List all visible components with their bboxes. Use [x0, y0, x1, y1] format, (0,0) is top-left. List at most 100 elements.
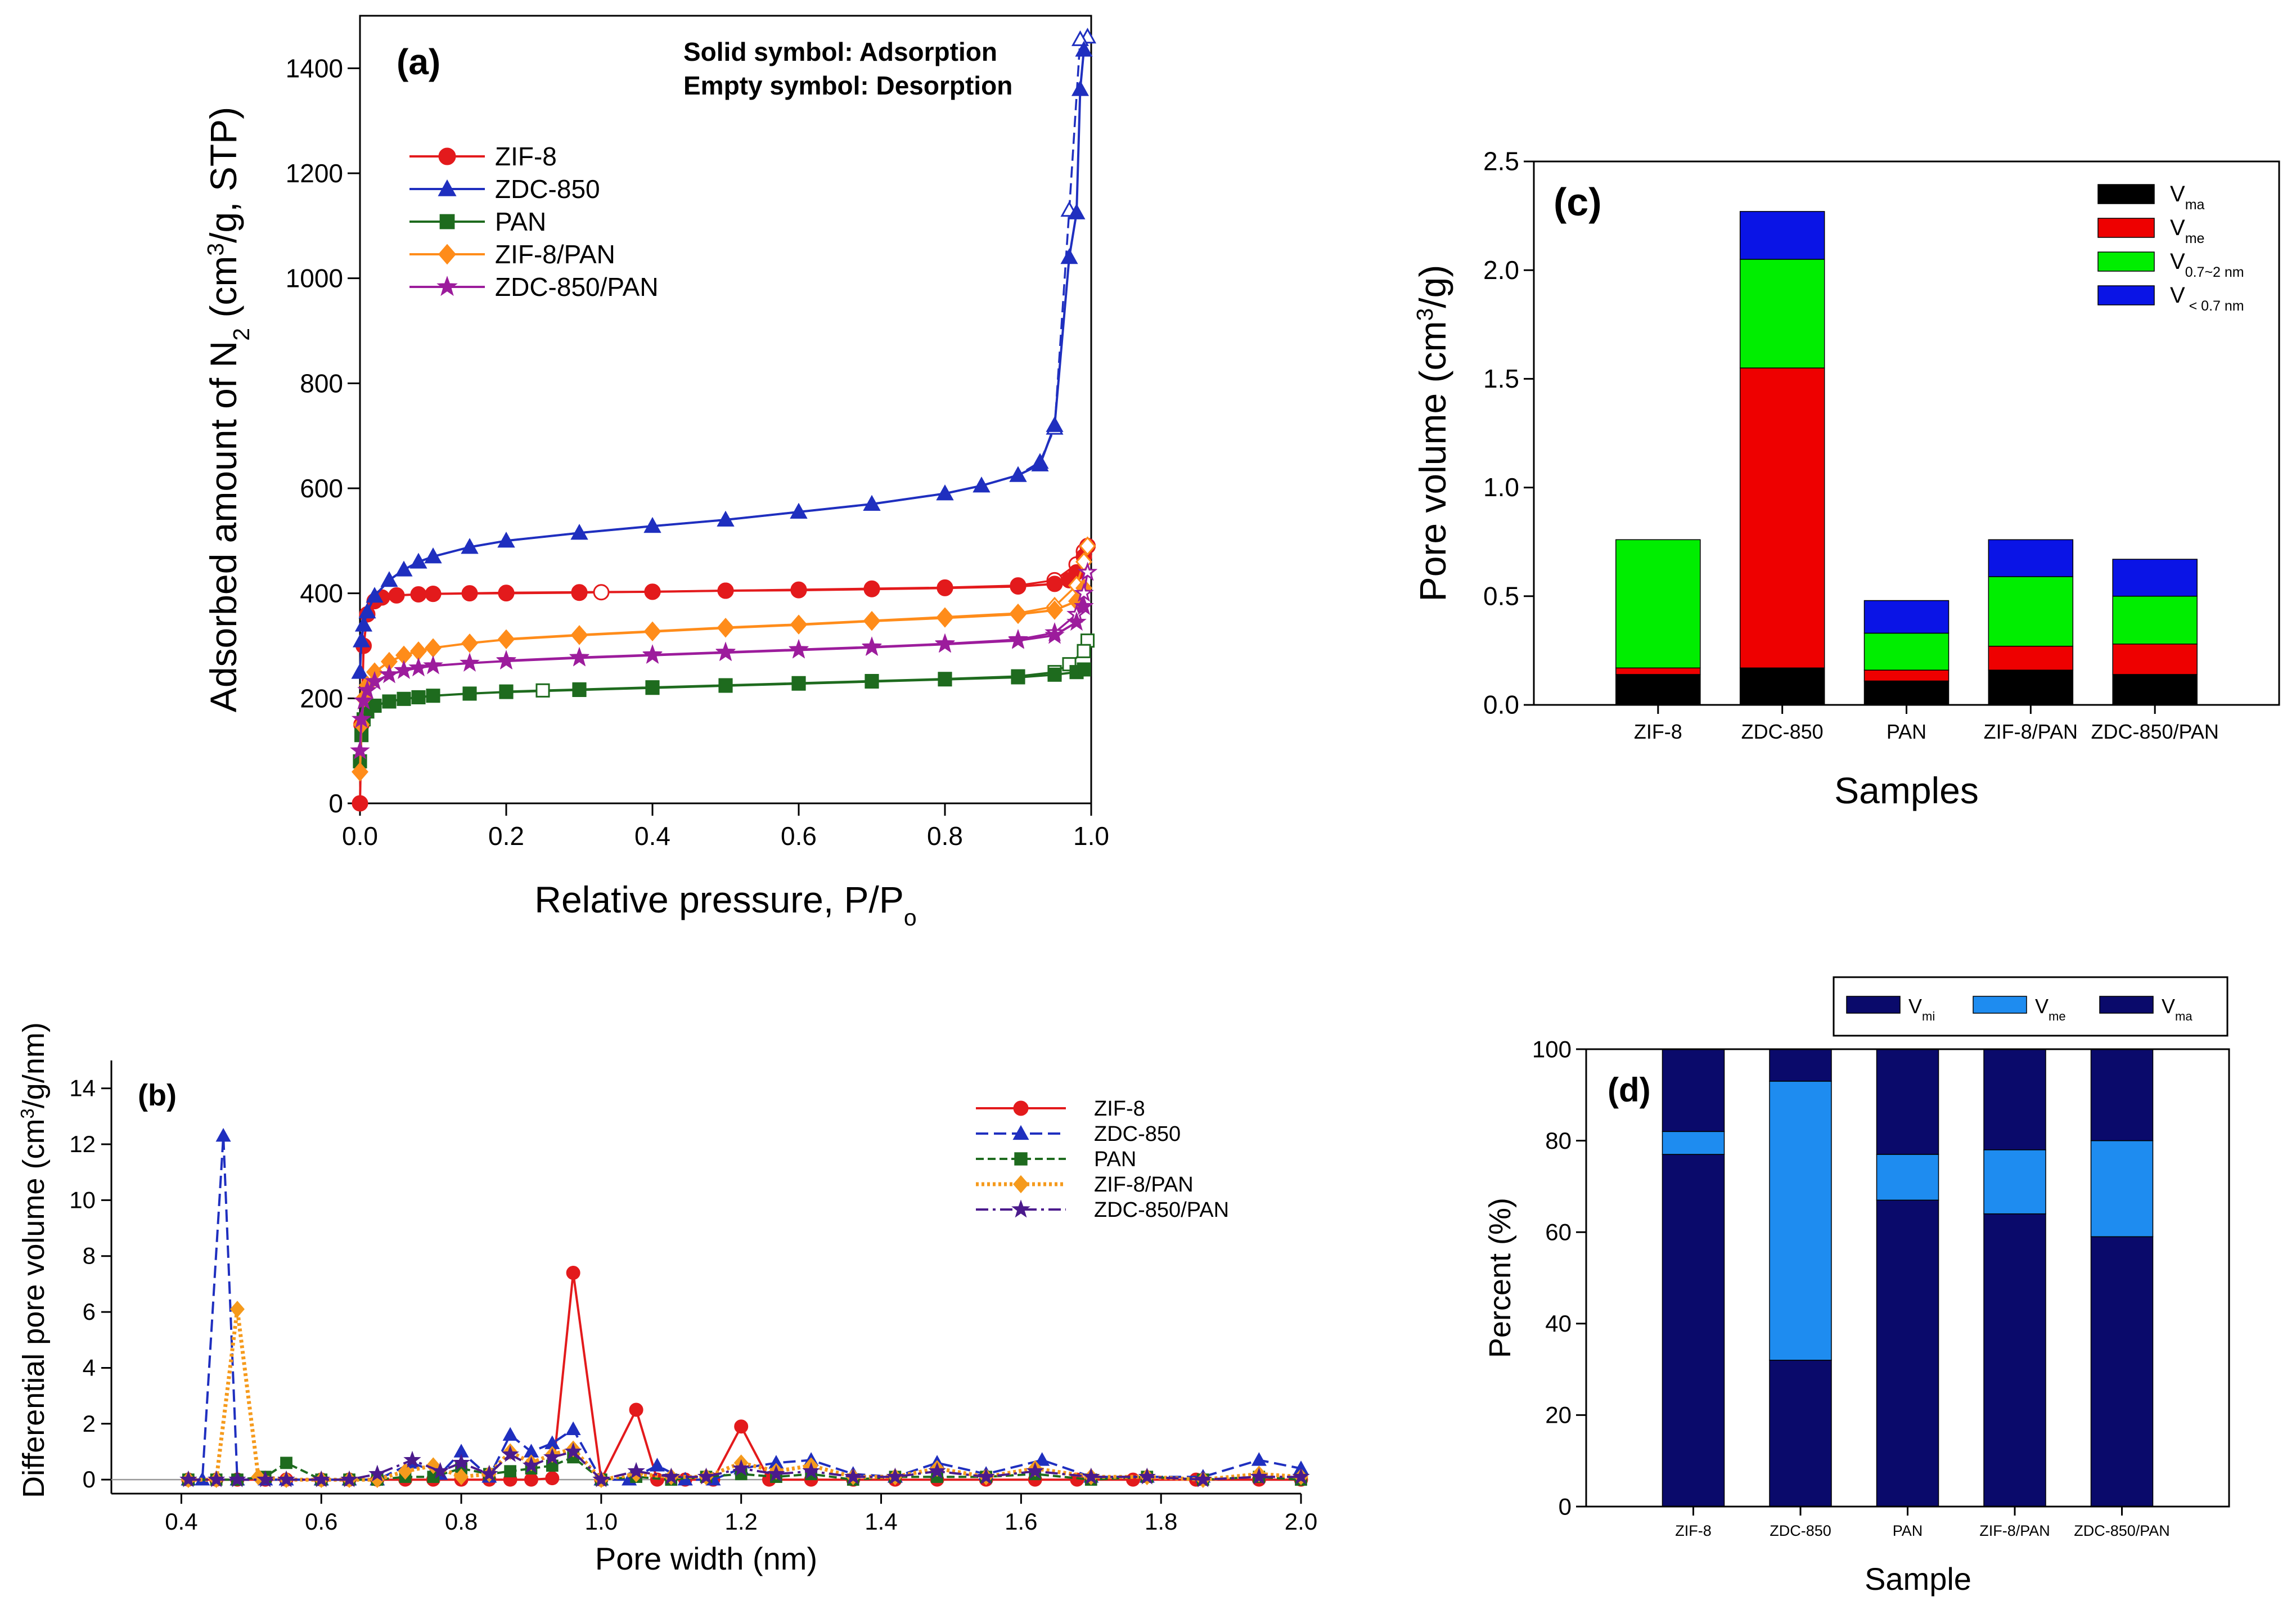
bar-segment [1615, 539, 1701, 669]
legend-label-part: V [2170, 215, 2185, 240]
data-point [280, 1456, 292, 1469]
series-line [433, 35, 1088, 558]
y-axis-title-part: (cm [202, 256, 244, 328]
legend-label: ZDC-850/PAN [1094, 1198, 1229, 1222]
bar-segment [1769, 1049, 1832, 1082]
bar-segment [1988, 645, 2074, 671]
legend-label: Vme [2170, 215, 2204, 246]
legend-label: ZIF-8/PAN [1094, 1173, 1194, 1197]
data-point [411, 690, 426, 705]
bar-segment [1863, 600, 1950, 634]
data-point [480, 1464, 498, 1482]
data-point [424, 547, 442, 564]
legend-swatch [2097, 285, 2155, 305]
x-tick-label: 2.0 [1285, 1508, 1317, 1535]
x-tick-label: 1.6 [1005, 1508, 1037, 1535]
y-axis-title: Differential pore volume (cm3/g/nm) [17, 1022, 51, 1498]
data-point [1009, 466, 1027, 482]
data-point [498, 630, 515, 650]
data-point [431, 1462, 449, 1479]
bar-segment [1662, 1131, 1725, 1155]
data-point [1046, 576, 1063, 592]
bar-segment [2112, 674, 2198, 705]
data-point [717, 582, 734, 599]
data-point [565, 1421, 581, 1436]
legend-marker [438, 244, 456, 265]
data-point [504, 1465, 516, 1478]
bar-segment [1739, 259, 1825, 368]
y-tick-label: 0.5 [1483, 581, 1519, 610]
data-point [524, 1472, 538, 1487]
bar-segment [1988, 539, 2074, 577]
legend-swatch [2097, 251, 2155, 272]
note-line: Empty symbol: Desorption [683, 71, 1012, 100]
bar-segment [1863, 680, 1950, 705]
legend-label: Vmi [1908, 995, 1935, 1023]
y-axis-title-part: 3 [1412, 308, 1438, 321]
y-tick-label: 20 [1545, 1402, 1572, 1428]
data-point [1046, 416, 1064, 432]
x-tick-label: 1.0 [1073, 821, 1109, 851]
y-tick-label: 2.0 [1483, 255, 1519, 285]
data-point [973, 476, 991, 493]
data-point [1077, 662, 1091, 677]
category-label: ZDC-850 [1770, 1522, 1831, 1539]
data-point [462, 686, 477, 701]
y-tick-label: 6 [83, 1298, 96, 1325]
panel-d-percent: ZIF-8 ZDC-850 PAN ZIF-8/PAN ZDC-850/PAN 0 20 40… [1483, 976, 2230, 1597]
data-point [1031, 455, 1049, 471]
series-line [359, 50, 1085, 672]
legend-label-part: V [2162, 995, 2175, 1018]
data-point [1075, 41, 1093, 57]
bar-segment [1769, 1081, 1832, 1361]
data-point [350, 740, 370, 759]
data-point [215, 1128, 231, 1142]
data-point [1071, 80, 1090, 96]
data-point [1046, 600, 1063, 620]
data-point [367, 698, 382, 713]
y-axis-title-part: /g, STP) [202, 107, 244, 243]
x-tick-label: 1.2 [725, 1508, 758, 1535]
y-tick-label: 40 [1545, 1310, 1572, 1337]
data-point [501, 1445, 519, 1462]
panel-label: (b) [138, 1078, 177, 1112]
data-point [1194, 1470, 1212, 1487]
x-axis-title: Sample [1865, 1561, 1971, 1597]
x-tick-label: 0.4 [634, 821, 670, 851]
data-point [1251, 1452, 1267, 1466]
bar-segment [1615, 674, 1701, 705]
data-point [368, 1464, 386, 1482]
data-point [423, 655, 443, 675]
legend-marker [1014, 1152, 1028, 1166]
legend-label-part: ma [2175, 1009, 2193, 1023]
y-axis-title-part: 3 [17, 1108, 38, 1118]
x-axis-title-part: o [904, 905, 917, 930]
legend-swatch [2097, 218, 2155, 238]
data-point [179, 1470, 197, 1487]
data-point [354, 615, 373, 632]
data-point [1008, 630, 1028, 649]
data-point [734, 1419, 749, 1434]
bar-segment [1876, 1199, 1939, 1507]
data-point [461, 633, 478, 653]
panel-label: (d) [1608, 1071, 1651, 1109]
y-tick-label: 1000 [286, 264, 343, 293]
y-tick-label: 12 [69, 1131, 96, 1157]
legend-label: V < 0.7 nm [2170, 283, 2244, 314]
bar-segment [2090, 1140, 2154, 1238]
category-label: ZIF-8 [1675, 1522, 1712, 1539]
bar-segment [1662, 1154, 1725, 1507]
data-point [1077, 644, 1091, 658]
y-axis-title-part: /g) [1412, 265, 1453, 308]
data-point [394, 660, 414, 679]
legend-label: Vma [2170, 182, 2205, 213]
plot-frame [1585, 1048, 2230, 1508]
y-tick-label: 4 [83, 1354, 96, 1381]
data-point [649, 1458, 665, 1472]
data-point [461, 585, 478, 602]
category-label: PAN [1893, 1522, 1923, 1539]
x-axis-title: Pore width (nm) [595, 1541, 817, 1576]
x-tick-label: 0.0 [342, 821, 378, 851]
y-axis-title: Percent (%) [1483, 1198, 1517, 1358]
